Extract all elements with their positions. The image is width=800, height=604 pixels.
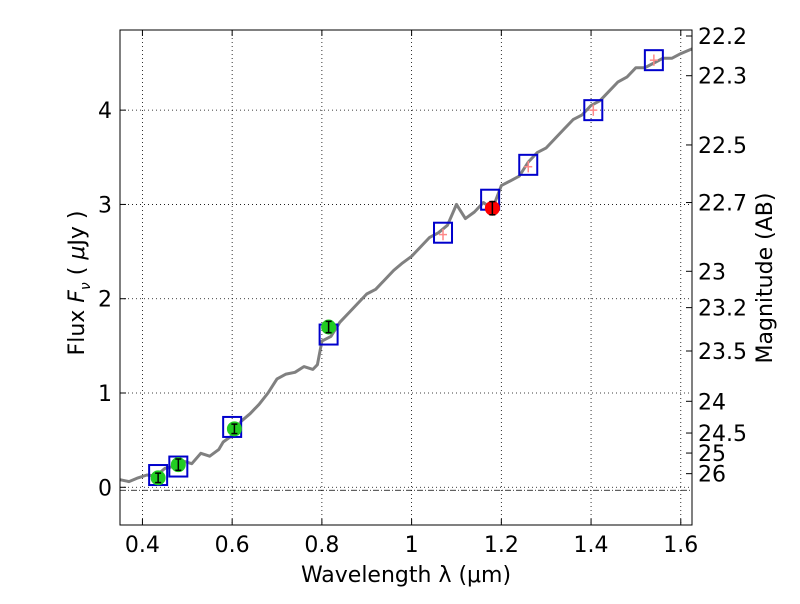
y-tick-label: 1: [98, 382, 112, 407]
y2-tick-label: 24.5: [698, 422, 747, 447]
y2-tick-label: 23.5: [698, 340, 747, 365]
x-tick-label: 0.8: [304, 533, 339, 558]
y2-tick-label: 26: [698, 463, 726, 488]
y2-axis-label: Magnitude (AB): [753, 193, 778, 364]
x-tick-label: 0.6: [215, 533, 250, 558]
y2-tick-label: 22.3: [698, 65, 747, 90]
y-axis-label: Flux Fν ( μJy ): [65, 211, 94, 356]
y-tick-label: 2: [98, 288, 112, 313]
data-layer: [119, 47, 693, 487]
grid-layer: [120, 30, 692, 525]
y-tick-label: 0: [98, 476, 112, 501]
y2-tick-label: 25: [698, 442, 726, 467]
plot-frame: [119, 29, 693, 526]
y-tick-label: 3: [98, 193, 112, 218]
x-tick-label: 1.4: [574, 533, 609, 558]
x-axis-label: Wavelength λ (μm): [301, 563, 511, 588]
x-tick-label: 1.2: [484, 533, 519, 558]
model-box-marker: [433, 221, 454, 244]
y2-tick-label: 24: [698, 390, 726, 415]
y-tick-label: 4: [98, 99, 112, 124]
y2-tick-label: 22.2: [698, 25, 747, 50]
y2-tick-label: 23.2: [698, 297, 747, 322]
x-tick-label: 1: [405, 533, 419, 558]
y2-tick-label: 22.5: [698, 134, 747, 159]
model-box-marker: [643, 49, 664, 72]
spectrum-line: [119, 47, 693, 484]
x-tick-label: 0.4: [125, 533, 160, 558]
model-box-marker: [168, 455, 189, 478]
x-tick-label: 1.6: [663, 533, 698, 558]
model-box-marker: [518, 153, 539, 176]
tick-layer: 0.4 0.6 0.8 1 1.2 1.4 1.60123422.222.322.522.7…: [98, 25, 747, 558]
y2-tick-label: 22.7: [698, 192, 747, 217]
model-box-marker: [583, 99, 604, 122]
y2-tick-label: 23: [698, 260, 726, 285]
